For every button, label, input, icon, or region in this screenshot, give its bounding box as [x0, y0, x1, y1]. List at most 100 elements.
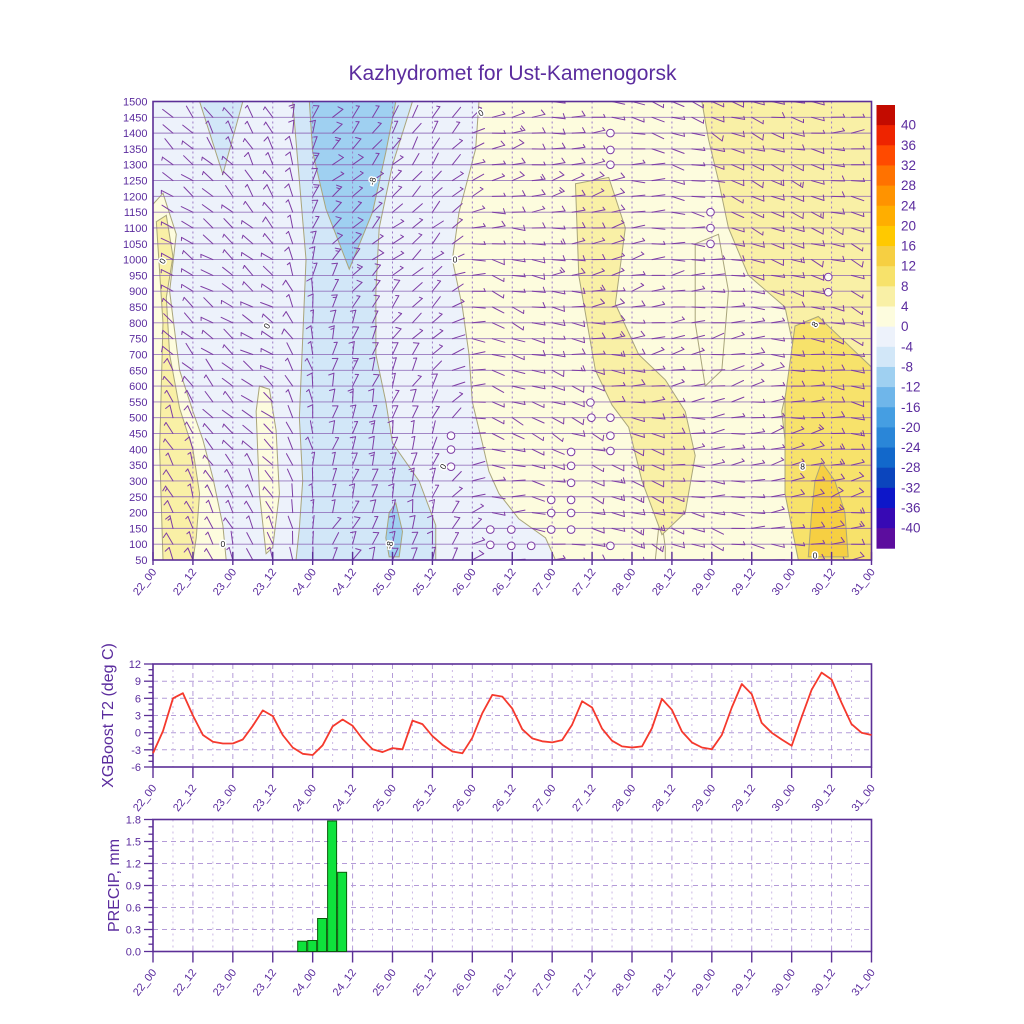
level-label: 850: [129, 302, 147, 314]
colorbar-segment: [876, 467, 895, 489]
x-ticks: [152, 767, 873, 778]
calm-circle: [566, 461, 576, 471]
time-label: 27_00: [530, 967, 558, 998]
y-ticks: [144, 663, 153, 768]
colorbar-tick-label: 16: [901, 239, 916, 254]
level-label: 50: [135, 555, 147, 567]
time-label: 25_12: [410, 566, 438, 597]
colorbar-tick-label: -20: [901, 420, 921, 435]
colorbar-tick-label: 24: [901, 198, 917, 213]
colorbar-segment: [876, 125, 895, 146]
time-label: 27_00: [530, 566, 558, 597]
contour-label: 0: [813, 550, 818, 560]
calm-circle: [507, 525, 516, 534]
y-tick-label: -3: [131, 745, 141, 757]
level-label: 150: [129, 523, 147, 535]
y-tick-label: 9: [135, 676, 141, 688]
colorbar-segment: [876, 366, 895, 388]
colorbar-tick-label: 0: [901, 319, 909, 334]
time-label: 26_12: [490, 782, 518, 813]
colorbar-tick-label: -36: [901, 501, 921, 516]
precip-bar-panel: 0.0 0.3 0.6 0.9 1.2 1.5 1.8 22_00 22_12 23_00 23_1…: [106, 815, 878, 999]
calm-circle: [546, 525, 556, 534]
calm-circle: [606, 431, 615, 441]
colorbar-segment: [876, 346, 895, 368]
y-tick-label: 6: [135, 693, 141, 705]
calm-circle: [566, 495, 576, 505]
time-axis-labels: 22_00 22_12 23_00 23_12 24_00 24_12 25_00 25_12…: [131, 967, 878, 998]
time-label: 31_00: [850, 566, 878, 597]
level-label: 900: [129, 286, 147, 298]
time-label: 24_12: [331, 782, 359, 813]
calm-circle: [566, 447, 576, 457]
colorbar-segment: [876, 326, 895, 348]
level-label: 1100: [124, 223, 148, 235]
t2-line-panel: -6 -3 0 3 6 9 12 22_00 22_12 23_00 23_12 24_00 24_12…: [100, 643, 878, 814]
calm-circle: [566, 525, 576, 534]
colorbar-tick-label: -28: [901, 460, 921, 475]
time-label: 28_00: [610, 566, 638, 597]
colorbar-segment: [876, 246, 895, 267]
colorbar-tick-label: 40: [901, 118, 916, 133]
level-label: 1450: [123, 112, 147, 124]
calm-circle: [446, 462, 456, 472]
t2-temperature-line: [152, 671, 872, 756]
colorbar-tick-label: 36: [901, 138, 916, 153]
time-label: 29_12: [730, 967, 758, 998]
calm-circle: [606, 446, 615, 456]
precip-bar: [327, 820, 338, 952]
time-label: 22_00: [131, 566, 159, 597]
time-axis-labels: 22_00 22_12 23_00 23_12 24_00 24_12 25_00 25_12…: [131, 566, 878, 597]
level-label: 250: [129, 492, 147, 504]
level-label: 1050: [123, 239, 147, 251]
time-label: 28_00: [610, 967, 638, 998]
precip-bar: [297, 940, 308, 953]
precip-bars: [297, 820, 348, 953]
time-label: 29_00: [690, 967, 718, 998]
calm-circle: [566, 508, 576, 518]
level-label: 450: [129, 429, 147, 441]
time-label: 30_00: [770, 967, 798, 998]
level-label: 650: [129, 365, 147, 377]
time-label: 27_12: [570, 967, 598, 998]
time-label: 26_00: [450, 566, 478, 597]
x-ticks: [152, 951, 873, 963]
level-label: 1200: [123, 191, 147, 203]
v-gridlines: [172, 819, 853, 952]
time-label: 25_12: [410, 782, 438, 813]
temperature-colorbar: 4036322824201612840-4-8-12-16-20-24-28-3…: [876, 105, 921, 549]
time-label: 29_00: [690, 782, 718, 813]
time-label: 25_00: [371, 782, 399, 813]
colorbar-segment: [876, 447, 895, 469]
wind-barbs: [153, 101, 872, 560]
time-label: 26_12: [490, 967, 518, 998]
y-tick-label: 3: [135, 711, 141, 723]
colorbar-segment: [876, 205, 895, 227]
calm-circle: [486, 540, 495, 550]
colorbar-tick-label: -32: [901, 480, 921, 495]
level-label: 100: [129, 539, 147, 551]
colorbar-segment: [876, 387, 895, 408]
colorbar-tick-label: -12: [901, 380, 921, 395]
y-tick-label: 1.8: [126, 815, 141, 827]
time-label: 25_00: [371, 967, 399, 998]
calm-circle: [706, 207, 715, 217]
time-label: 29_12: [730, 782, 758, 813]
calm-circle: [566, 478, 576, 488]
contour-region: [155, 214, 201, 560]
colorbar-segment: [876, 225, 895, 247]
calm-circle: [526, 541, 536, 551]
y-tick-label: 0.0: [126, 947, 141, 959]
time-label: 23_00: [211, 566, 239, 597]
colorbar-segment: [876, 185, 895, 207]
precip-bar: [317, 918, 328, 952]
temperature-fill-regions: [153, 101, 872, 560]
calm-circle: [706, 223, 715, 233]
level-label: 1000: [123, 255, 147, 267]
calm-circle: [606, 128, 615, 138]
time-gridlines: [192, 101, 833, 560]
time-label: 30_00: [770, 566, 798, 597]
level-axis-labels: 1500 1450 1400 1350 1300 1250 1200 1150 1100 1050…: [123, 97, 147, 568]
level-label: 1400: [123, 128, 147, 140]
